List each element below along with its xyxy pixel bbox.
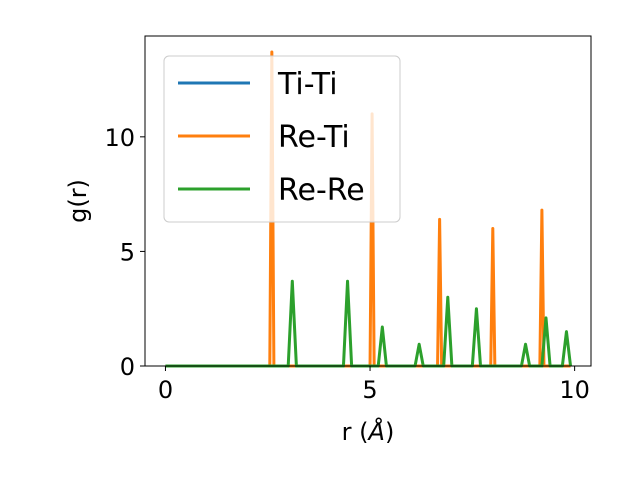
x-axis-label: r (Å) <box>342 417 395 446</box>
legend-label-re-ti: Re-Ti <box>278 120 350 155</box>
plot-frame <box>144 35 592 367</box>
y-tick-label: 10 <box>104 124 135 152</box>
legend: Ti-Ti Re-Ti Re-Re <box>163 55 401 223</box>
legend-label-ti-ti: Ti-Ti <box>277 67 338 102</box>
y-axis-ticks: 0 5 10 <box>104 124 145 381</box>
series-line-re-ti <box>165 50 571 368</box>
x-tick-label: 10 <box>559 376 590 404</box>
legend-box <box>163 55 401 223</box>
y-axis-label: g(r) <box>64 179 92 223</box>
series-line-re-re <box>165 279 573 368</box>
x-tick-label: 5 <box>362 376 377 404</box>
x-axis-ticks: 0 5 10 <box>158 366 590 404</box>
legend-label-re-re: Re-Re <box>278 173 365 208</box>
y-tick-label: 0 <box>120 353 135 381</box>
y-tick-label: 5 <box>120 238 135 266</box>
x-tick-label: 0 <box>158 376 173 404</box>
